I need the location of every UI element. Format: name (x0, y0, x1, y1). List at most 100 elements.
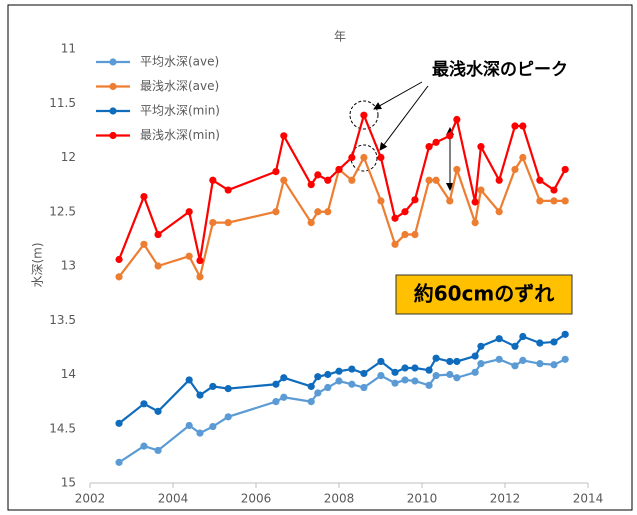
data-point (154, 262, 162, 270)
data-point (314, 373, 322, 381)
data-point (425, 143, 433, 151)
data-point (519, 356, 527, 364)
data-point (432, 371, 440, 380)
data-point (471, 198, 479, 206)
data-point (209, 176, 217, 184)
data-point (536, 360, 544, 368)
arrow (373, 81, 423, 110)
x-tick-label: 2014 (573, 492, 604, 506)
data-point (536, 176, 544, 184)
legend-label: 平均水深(ave) (140, 55, 219, 69)
data-point (307, 219, 315, 227)
y-tick-label: 11 (61, 42, 76, 56)
data-point (196, 256, 204, 265)
data-point (401, 208, 409, 216)
gap-annotation: 約60cmのずれ (414, 282, 555, 306)
data-point (453, 115, 461, 124)
data-point (185, 376, 193, 384)
data-point (154, 446, 162, 455)
gap-box (395, 274, 573, 315)
peak-annotation: 最浅水深のピーク (432, 59, 568, 80)
data-point (561, 197, 569, 205)
data-point (196, 273, 204, 281)
data-point (495, 355, 503, 363)
data-point (280, 393, 288, 401)
data-point (550, 186, 558, 194)
data-point (446, 197, 454, 205)
data-point (425, 366, 433, 374)
data-point (377, 197, 385, 205)
data-point (115, 419, 123, 427)
y-tick-label: 13.5 (49, 313, 76, 327)
data-point (432, 176, 440, 184)
data-point (536, 339, 544, 347)
data-point (360, 153, 368, 162)
data-point (477, 143, 485, 151)
data-point (536, 197, 544, 205)
data-point (495, 208, 503, 216)
data-point (401, 364, 409, 372)
data-point (154, 230, 162, 239)
data-point (115, 273, 123, 281)
data-point (471, 219, 479, 227)
data-point (391, 379, 399, 387)
data-point (324, 208, 332, 216)
data-point (314, 389, 322, 397)
data-point (140, 400, 148, 408)
data-point (154, 407, 162, 415)
data-point (401, 376, 409, 384)
peak-circle (349, 100, 379, 130)
data-point (446, 357, 454, 366)
data-point (391, 368, 399, 376)
y-tick-label: 13 (61, 259, 76, 273)
data-point (425, 176, 433, 184)
arrow (379, 85, 429, 151)
data-point (185, 208, 193, 216)
data-point (209, 382, 217, 391)
data-point (561, 165, 569, 174)
x-axis-label: 年 (334, 30, 346, 44)
data-point (471, 352, 479, 360)
data-point (446, 370, 454, 379)
data-point (140, 240, 148, 248)
data-point (140, 442, 148, 450)
data-point (511, 165, 519, 174)
data-point (348, 176, 356, 184)
data-point (272, 208, 280, 216)
legend-label: 最浅水深(min) (140, 128, 220, 142)
data-point (411, 196, 419, 204)
x-tick-label: 2002 (75, 492, 106, 506)
data-point (401, 230, 409, 239)
data-point (511, 122, 519, 130)
data-point (324, 383, 332, 392)
data-point (432, 138, 440, 146)
x-tick-label: 2010 (407, 492, 438, 506)
y-tick-label: 12.5 (49, 204, 76, 218)
legend-label: 最浅水深(ave) (140, 79, 219, 93)
data-point (411, 230, 419, 239)
legend-marker (109, 58, 117, 66)
data-point (272, 168, 280, 176)
data-point (453, 357, 461, 366)
data-point (324, 176, 332, 184)
data-point (307, 181, 315, 189)
data-point (185, 421, 193, 430)
x-tick-label: 2004 (158, 492, 189, 506)
data-point (550, 197, 558, 205)
data-point (224, 413, 232, 421)
data-point (140, 192, 148, 201)
legend-marker (109, 107, 117, 115)
data-point (348, 153, 356, 162)
data-point (324, 370, 332, 379)
data-point (209, 219, 217, 227)
data-point (377, 153, 385, 162)
data-point (115, 458, 123, 466)
data-point (115, 255, 123, 264)
data-point (550, 338, 558, 346)
data-point (561, 330, 569, 338)
data-point (335, 377, 343, 385)
data-point (224, 186, 232, 194)
data-point (377, 357, 385, 366)
data-point (280, 176, 288, 184)
